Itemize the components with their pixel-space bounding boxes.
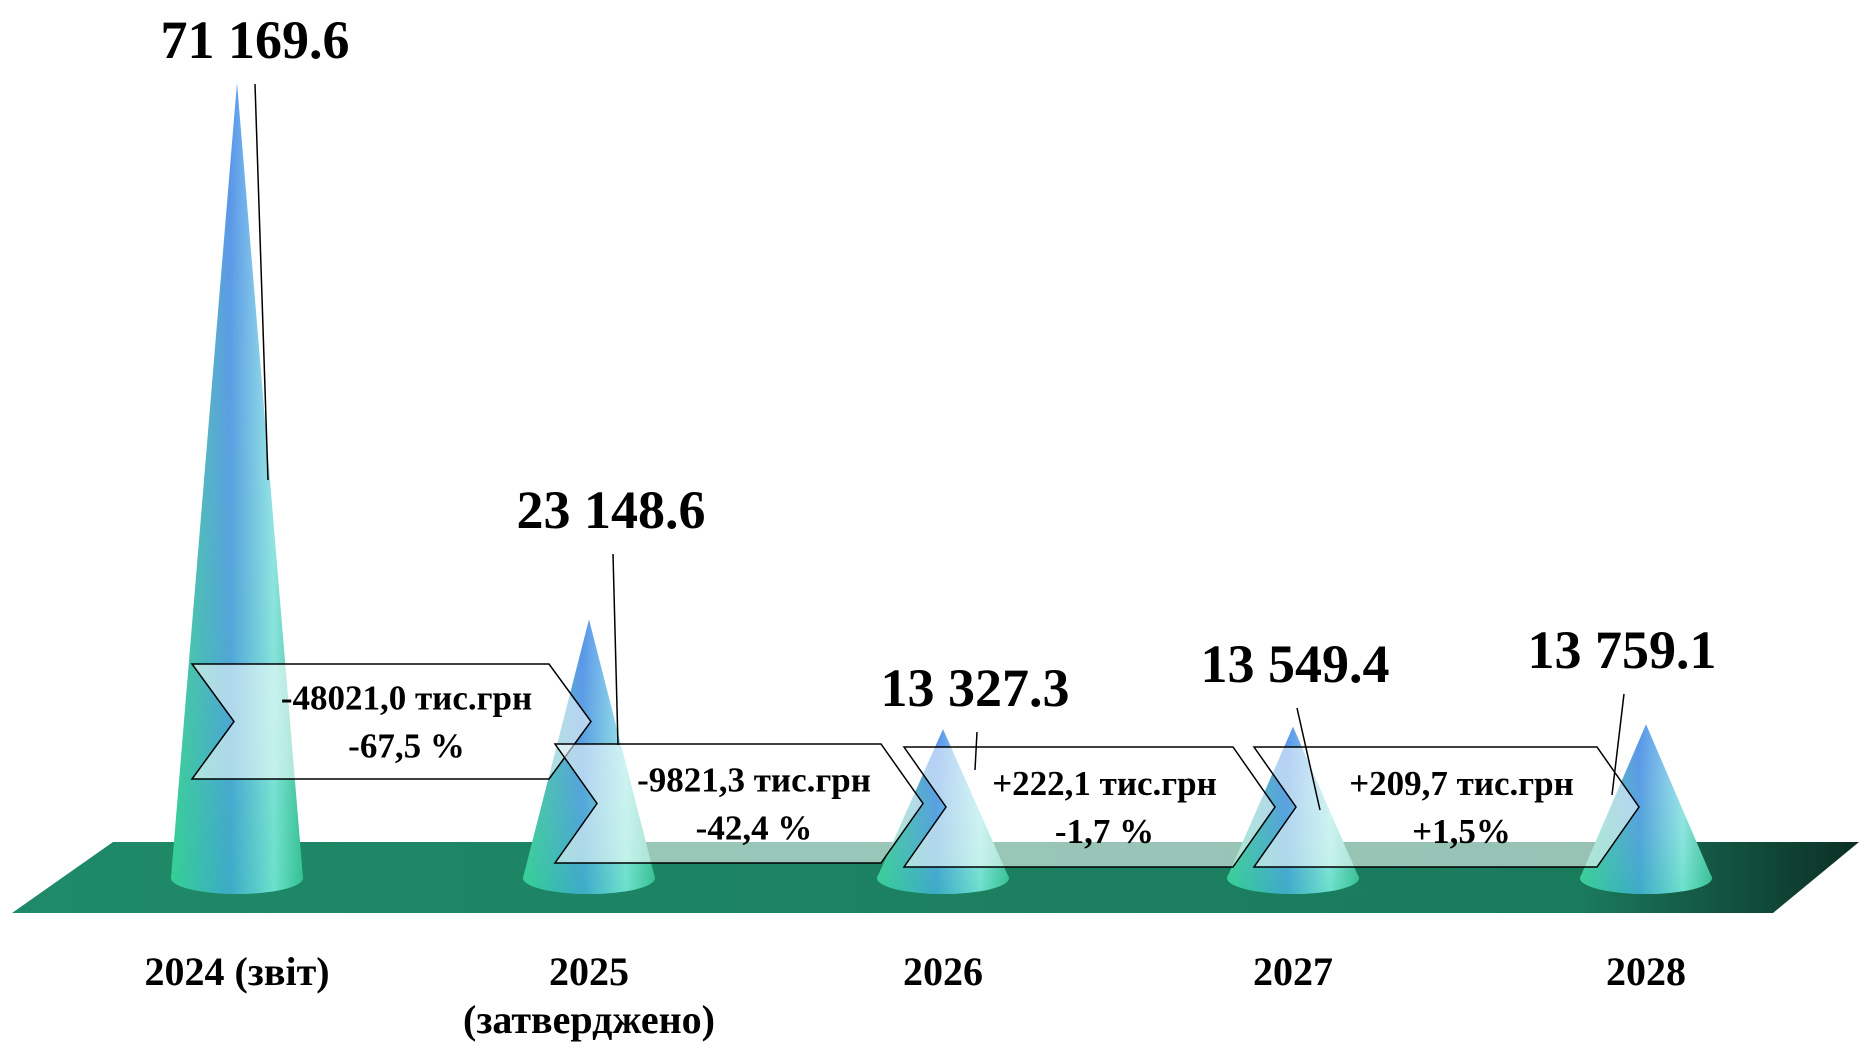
change-percent: +1,5% [1412, 812, 1511, 851]
x-tick-label: 2026 [903, 949, 983, 994]
leader-line [254, 83, 269, 481]
x-tick-label: 2025 (затверджено) [463, 949, 715, 1042]
x-tick-label: 2024 (звіт) [144, 949, 330, 994]
leader-line [1611, 693, 1625, 796]
cone-shade [1580, 724, 1712, 894]
leader-line [974, 731, 978, 771]
change-amount: +222,1 тис.грн [992, 764, 1217, 803]
change-banner [902, 746, 1276, 868]
change-amount: -9821,3 тис.грн [637, 761, 871, 800]
value-label: 13 549.4 [1201, 634, 1390, 694]
change-banner [190, 663, 592, 780]
change-banner [1252, 746, 1640, 868]
change-amount: +209,7 тис.грн [1349, 764, 1574, 803]
leader-line [612, 553, 619, 746]
change-percent: -1,7 % [1055, 812, 1154, 851]
value-label: 13 327.3 [881, 658, 1070, 718]
change-amount: -48021,0 тис.грн [281, 679, 532, 718]
change-percent: -67,5 % [348, 727, 465, 766]
change-banner [553, 743, 924, 864]
value-label: 23 148.6 [517, 480, 706, 540]
value-label: 13 759.1 [1528, 620, 1717, 680]
leader-line [1296, 707, 1321, 811]
x-tick-label: 2027 [1253, 949, 1333, 994]
x-tick-label: 2028 [1606, 949, 1686, 994]
change-percent: -42,4 % [696, 809, 813, 848]
value-label: 71 169.6 [161, 10, 350, 70]
